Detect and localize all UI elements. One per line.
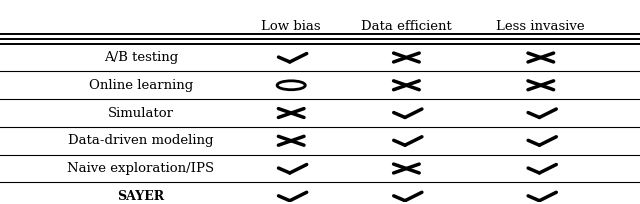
- Text: Online learning: Online learning: [89, 79, 193, 92]
- Text: Data-driven modeling: Data-driven modeling: [68, 134, 214, 147]
- Text: Simulator: Simulator: [108, 106, 174, 120]
- Text: Naive exploration/IPS: Naive exploration/IPS: [67, 162, 214, 175]
- Text: A/B testing: A/B testing: [104, 51, 178, 64]
- Text: Low bias: Low bias: [261, 20, 321, 33]
- Text: Less invasive: Less invasive: [497, 20, 585, 33]
- Text: SAYER: SAYER: [117, 190, 164, 203]
- Text: Data efficient: Data efficient: [361, 20, 452, 33]
